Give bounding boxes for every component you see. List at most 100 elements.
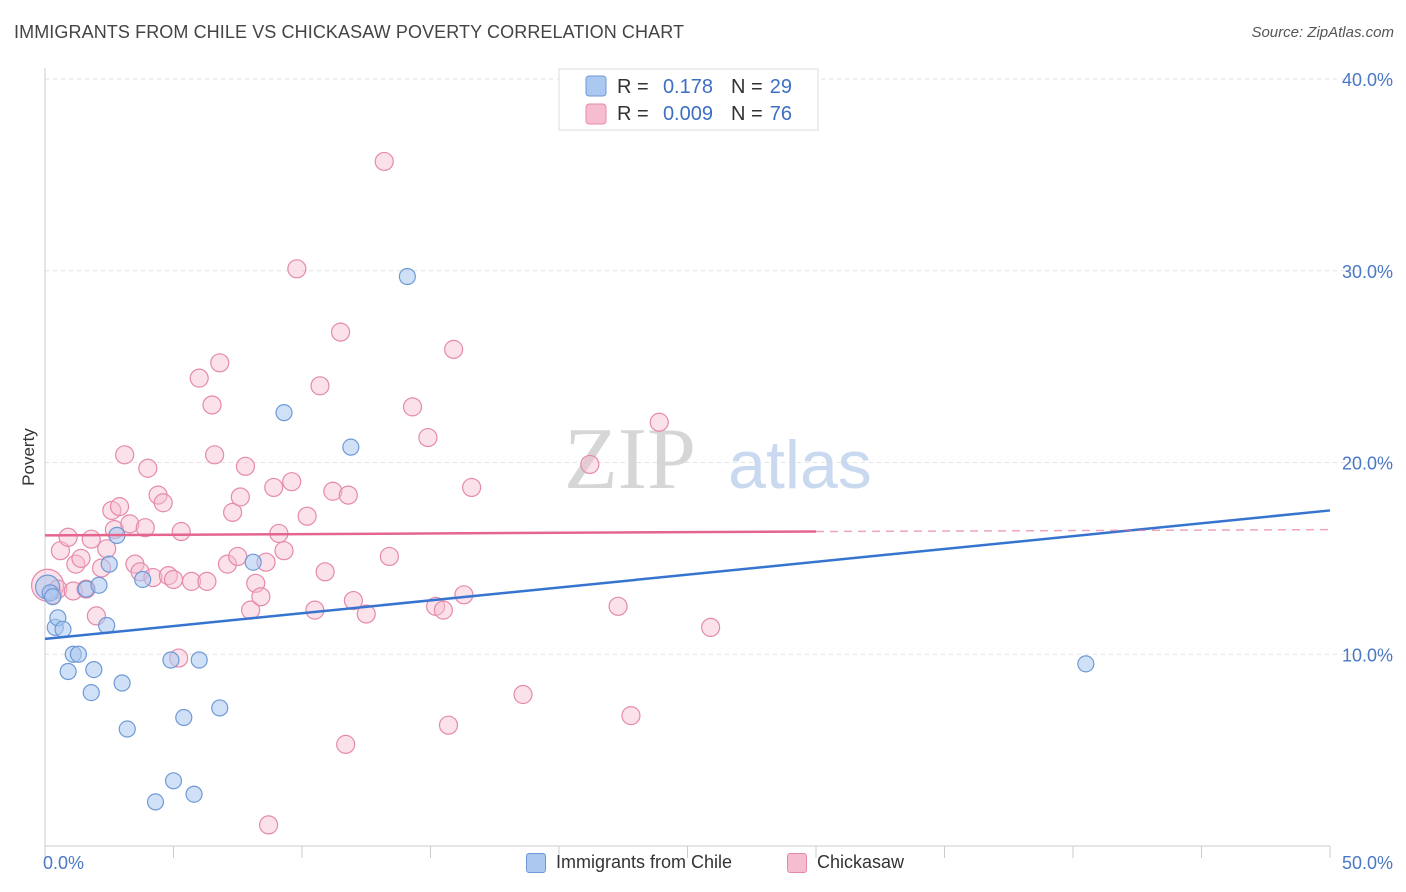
chickasaw-point [109, 497, 130, 517]
chile-point [90, 576, 108, 594]
y-axis-label: Poverty [19, 428, 38, 486]
chile-point [59, 662, 77, 681]
chickasaw-point [81, 529, 101, 549]
chile-point [113, 674, 131, 692]
source-credit: Source: ZipAtlas.com [1251, 24, 1394, 41]
chickasaw-point [251, 587, 271, 607]
chickasaw-point [454, 585, 474, 605]
legend-n-label-chile: N = [731, 76, 763, 98]
y-tick-label: 40.0% [1342, 70, 1393, 90]
chile-point [69, 645, 88, 663]
chickasaw-point [153, 493, 173, 513]
chickasaw-point [379, 546, 399, 567]
chile-point [162, 651, 180, 669]
trend-line-chickasaw-extension [815, 528, 1331, 533]
chickasaw-point [649, 412, 669, 432]
chickasaw-point [202, 395, 222, 415]
chile-point [1077, 655, 1095, 673]
chickasaw-point [513, 684, 533, 705]
trend-line-chile [44, 509, 1331, 641]
chickasaw-point [197, 571, 217, 591]
trend-lines [44, 509, 1331, 641]
chickasaw-point [621, 706, 641, 726]
bottom-legend-item-chile: Immigrants from Chile [526, 852, 732, 873]
x-tick-label: 50.0% [1342, 853, 1393, 873]
chickasaw-point [330, 322, 351, 342]
chickasaw-point [580, 454, 600, 475]
chickasaw-point [71, 548, 91, 568]
chickasaw-point [230, 487, 250, 507]
chile-point [44, 588, 62, 606]
chickasaw-point [297, 506, 317, 526]
legend-r-label-chickasaw: R = [617, 103, 649, 125]
bottom-legend-swatch-chile [526, 852, 546, 873]
chile-point [398, 267, 416, 286]
bottom-legend-swatch-chickasaw [787, 852, 807, 873]
x-tick-label: 0.0% [43, 853, 84, 873]
chickasaw-point [171, 521, 191, 542]
trend-line-chickasaw [44, 530, 817, 537]
chickasaw-point [158, 566, 178, 586]
chickasaw-point [462, 477, 482, 498]
chile-point [244, 553, 262, 571]
chickasaw-point [402, 397, 423, 417]
chickasaw-point [181, 571, 202, 591]
y-tick-label: 30.0% [1342, 262, 1393, 282]
legend-r-label-chile: R = [617, 76, 649, 98]
chickasaw-point [343, 590, 363, 611]
chickasaw-point [336, 734, 356, 754]
chile-point [100, 555, 118, 573]
chile-point [54, 620, 72, 638]
chile-point [164, 772, 183, 790]
watermark: ZIP atlas [564, 411, 872, 508]
chickasaw-point [115, 445, 135, 465]
axes [44, 68, 1331, 858]
chickasaw-point [356, 604, 376, 624]
chickasaw-point [138, 458, 158, 478]
chickasaw-point [315, 562, 335, 582]
y-tick-label: 10.0% [1342, 645, 1393, 665]
legend-r-value-chickasaw: 0.009 [663, 103, 713, 125]
chickasaw-point [58, 527, 78, 547]
chickasaw-point [310, 376, 330, 396]
chile-point [190, 651, 208, 669]
legend-swatch-chile [585, 75, 607, 97]
chile-point [82, 683, 100, 702]
series-chile-points [34, 267, 1095, 811]
chickasaw-point [120, 514, 140, 534]
chile-point [275, 404, 293, 422]
chickasaw-point [374, 151, 394, 172]
chile-point [175, 708, 193, 727]
chickasaw-point [608, 596, 628, 616]
chile-point [118, 720, 136, 738]
legend: R = 0.178 N = 29 R = 0.009 N = 76 [558, 68, 819, 131]
chickasaw-point [217, 554, 238, 574]
chile-point [342, 438, 360, 456]
chile-point [146, 793, 165, 811]
chickasaw-point [323, 481, 343, 501]
bottom-legend-item-chickasaw: Chickasaw [787, 852, 904, 873]
chickasaw-point [433, 600, 453, 620]
legend-swatch-chickasaw [585, 103, 607, 125]
watermark-atlas: atlas [728, 427, 872, 503]
chile-point [211, 699, 229, 717]
chickasaw-point [205, 445, 225, 465]
tick-labels: 10.0% 20.0% 30.0% 40.0% 0.0% 50.0% [43, 70, 1393, 873]
chickasaw-point [163, 569, 184, 590]
legend-n-value-chile: 29 [770, 76, 792, 98]
chickasaw-point [287, 259, 307, 279]
chickasaw-point [274, 541, 294, 561]
chickasaw-point [189, 368, 209, 388]
bottom-legend-label-chickasaw: Chickasaw [817, 852, 905, 872]
chickasaw-point [444, 339, 464, 359]
chickasaw-point [235, 456, 256, 476]
legend-n-value-chickasaw: 76 [770, 103, 792, 125]
chickasaw-point [418, 427, 438, 448]
y-tick-label: 20.0% [1342, 454, 1393, 474]
watermark-zip: ZIP [564, 411, 696, 508]
legend-n-label-chickasaw: N = [731, 103, 763, 125]
chickasaw-point [210, 353, 230, 373]
chickasaw-point [66, 554, 86, 574]
chile-point [85, 660, 103, 679]
